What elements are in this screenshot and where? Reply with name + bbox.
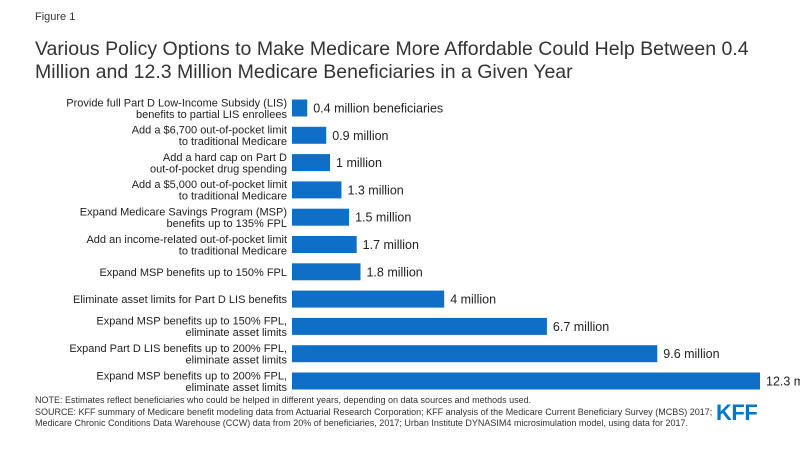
bar [292, 126, 327, 144]
value-label: 1 million [336, 156, 382, 170]
value-label: 9.6 million [663, 347, 719, 361]
category-label: Expand Part D LIS benefits up to 200% FP… [69, 343, 287, 367]
category-label: Provide full Part D Low-Income Subsidy (… [66, 97, 287, 121]
value-label: 0.9 million [332, 129, 388, 143]
category-label: Eliminate asset limits for Part D LIS be… [73, 294, 287, 306]
bar [292, 99, 308, 117]
value-label: 4 million [450, 293, 496, 307]
source-text: SOURCE: KFF summary of Medicare benefit … [35, 406, 713, 429]
value-label: 12.3 million [766, 375, 800, 389]
bar [292, 345, 658, 363]
bar [292, 236, 357, 253]
footnotes: NOTE: Estimates reflect beneficiaries wh… [35, 395, 725, 430]
bar [292, 208, 350, 226]
category-label: Add a $5,000 out-of-pocket limit to tradi… [132, 179, 287, 203]
value-label: 1.5 million [355, 211, 411, 225]
category-label: Add an income-related out-of-pocket limi… [86, 234, 287, 258]
category-label: Add a $6,700 out-of-pocket limit to tradi… [132, 125, 287, 149]
bar [292, 317, 547, 335]
value-label: 1.8 million [366, 265, 422, 279]
category-label: Expand MSP benefits up to 150% FPL [99, 267, 287, 279]
note-text: NOTE: Estimates reflect beneficiaries wh… [35, 395, 532, 405]
category-label: Expand Medicare Savings Program (MSP) ben… [80, 206, 287, 230]
bar [292, 181, 342, 199]
value-label: 6.7 million [553, 320, 609, 334]
category-label: Expand MSP benefits up to 150% FPL, elimi… [96, 316, 287, 340]
bar [292, 372, 760, 390]
value-label: 1.3 million [347, 183, 403, 197]
kff-logo: KFF [716, 400, 758, 425]
bar [292, 154, 331, 172]
bar [292, 263, 361, 281]
category-label: Expand MSP benefits up to 200% FPL, elimi… [96, 370, 287, 392]
bar-chart: 0.4 million beneficiaries Provide full Pa… [66, 97, 800, 392]
figure-label: Figure 1 [35, 11, 76, 23]
chart-title: Various Policy Options to Make Medicare … [35, 38, 749, 83]
bar [292, 290, 445, 308]
value-label: 1.7 million [363, 238, 419, 252]
value-label: 0.4 million beneficiaries [313, 102, 443, 116]
